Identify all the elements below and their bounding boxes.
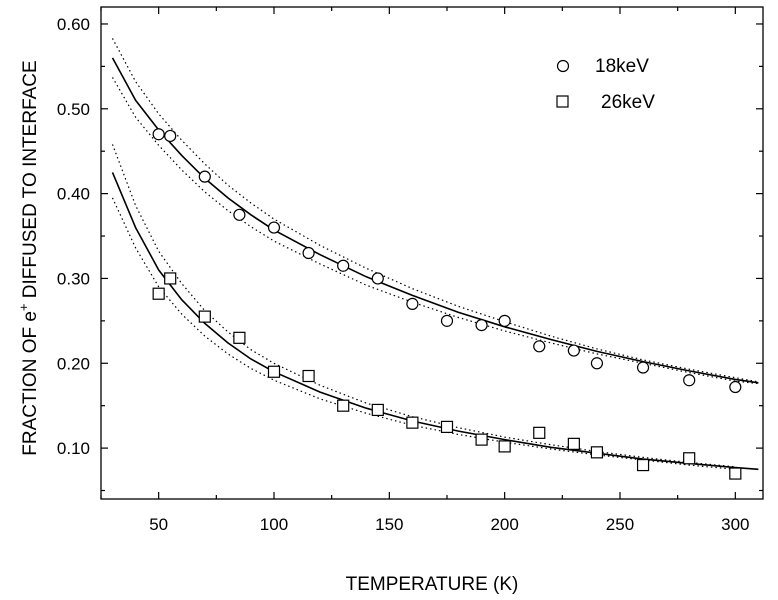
- legend-label-18kev: 18keV: [595, 56, 649, 77]
- data-point-26kev: [533, 426, 546, 439]
- y-tick-label: 0.40: [57, 185, 90, 204]
- fit-curves: [111, 38, 759, 471]
- data-point-18kev: [636, 361, 650, 374]
- y-axis-title-superscript: +: [16, 303, 31, 311]
- y-tick-label: 0.20: [57, 354, 90, 373]
- data-point-26kev: [152, 287, 165, 300]
- data-point-26kev: [567, 437, 580, 450]
- data-point-18kev: [371, 272, 384, 285]
- data-point-18kev: [590, 357, 604, 370]
- y-tick-label: 0.50: [57, 100, 90, 119]
- data-point-18kev: [164, 129, 177, 143]
- legend-marker-circle: [556, 59, 570, 73]
- y-tick-label: 0.60: [57, 15, 90, 34]
- data-point-18kev: [533, 340, 546, 353]
- data-point-26kev: [683, 452, 696, 465]
- legend-marker-square: [556, 95, 569, 108]
- data-point-26kev: [302, 369, 315, 383]
- data-point-18kev: [683, 374, 696, 387]
- data-point-26kev: [198, 310, 211, 323]
- data-markers: [152, 128, 742, 480]
- data-point-18kev: [337, 259, 350, 272]
- x-tick-label: 250: [606, 515, 634, 534]
- data-point-26kev: [440, 420, 454, 433]
- data-point-26kev: [233, 331, 246, 344]
- axis-ticks: 50 100 150 200 250 300 0.10 0.20 0.30 0.40 0.50 0.6…: [57, 7, 763, 534]
- lower-bound-curve-26kev: [111, 197, 736, 470]
- plot-frame: [100, 6, 764, 500]
- data-point-18kev: [302, 246, 315, 260]
- data-point-18kev: [267, 221, 281, 234]
- data-point-26kev: [729, 467, 742, 480]
- data-point-26kev: [498, 440, 511, 453]
- data-point-18kev: [729, 380, 742, 394]
- x-axis-title: TEMPERATURE (K): [346, 574, 519, 595]
- data-point-18kev: [440, 314, 454, 327]
- legend: 18keV 26keV: [556, 56, 655, 113]
- y-tick-label: 0.10: [57, 439, 90, 458]
- fit-curve-18kev: [111, 57, 759, 384]
- data-point-18kev: [567, 344, 580, 357]
- x-tick-label: 50: [149, 515, 168, 534]
- data-point-26kev: [267, 365, 281, 378]
- y-axis-title: FRACTION OF e+ DIFFUSED TO INTERFACE: [16, 60, 41, 455]
- data-point-26kev: [164, 272, 177, 285]
- x-tick-label: 300: [721, 515, 749, 534]
- data-point-18kev: [498, 314, 511, 327]
- data-point-18kev: [198, 170, 211, 183]
- x-tick-label: 200: [490, 515, 518, 534]
- data-point-26kev: [371, 403, 384, 417]
- data-point-18kev: [152, 128, 165, 141]
- data-point-18kev: [233, 208, 246, 221]
- y-axis-title-main: FRACTION OF e: [20, 311, 41, 456]
- data-point-26kev: [590, 446, 604, 459]
- data-point-26kev: [636, 458, 650, 472]
- data-point-26kev: [475, 433, 488, 446]
- y-axis-title-rest: DIFFUSED TO INTERFACE: [20, 60, 41, 303]
- x-tick-label: 150: [375, 515, 403, 534]
- legend-label-26kev: 26keV: [601, 92, 655, 113]
- lower-bound-curve-18kev: [111, 77, 759, 385]
- data-point-18kev: [475, 319, 488, 332]
- upper-bound-curve-26kev: [111, 144, 736, 468]
- upper-bound-curve-18kev: [111, 38, 759, 383]
- data-point-18kev: [406, 297, 419, 310]
- data-point-26kev: [337, 399, 350, 412]
- x-tick-label: 100: [260, 515, 288, 534]
- y-tick-label: 0.30: [57, 269, 90, 288]
- data-point-26kev: [406, 416, 419, 429]
